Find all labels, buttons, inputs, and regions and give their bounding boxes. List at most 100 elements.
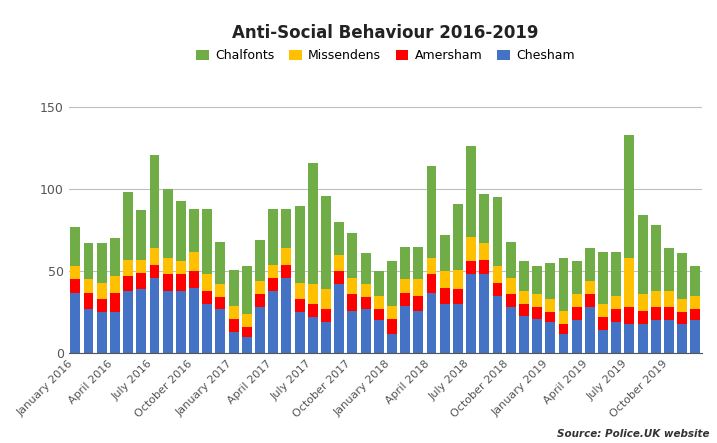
Text: Source: Police.UK website: Source: Police.UK website <box>557 428 710 439</box>
Bar <box>282 248 291 264</box>
Bar <box>295 299 305 312</box>
Bar <box>690 296 701 309</box>
Bar <box>387 319 397 334</box>
Bar <box>400 247 410 280</box>
Bar <box>493 266 503 283</box>
Bar <box>163 275 173 291</box>
Bar <box>598 330 608 353</box>
Bar <box>480 194 489 243</box>
Bar <box>440 271 450 288</box>
Bar <box>308 163 318 284</box>
Bar <box>321 322 331 353</box>
Bar <box>532 294 542 307</box>
Bar <box>150 278 159 353</box>
Bar <box>414 296 423 311</box>
Bar <box>308 304 318 317</box>
Bar <box>559 311 569 324</box>
Bar <box>427 275 437 292</box>
Bar <box>414 311 423 353</box>
Bar <box>176 275 186 291</box>
Bar <box>216 242 225 284</box>
Bar <box>466 275 476 353</box>
Bar <box>453 270 463 289</box>
Bar <box>559 258 569 311</box>
Bar <box>202 291 212 304</box>
Bar <box>334 255 344 271</box>
Bar <box>651 307 661 320</box>
Bar <box>97 299 107 312</box>
Bar <box>598 304 608 317</box>
Bar <box>374 309 384 320</box>
Bar <box>571 294 581 307</box>
Bar <box>466 147 476 237</box>
Bar <box>546 322 555 353</box>
Bar <box>625 324 635 353</box>
Bar <box>84 280 93 292</box>
Bar <box>427 258 437 275</box>
Bar <box>414 280 423 296</box>
Bar <box>427 292 437 353</box>
Bar <box>585 294 595 307</box>
Bar <box>546 299 555 312</box>
Bar <box>400 292 410 306</box>
Bar <box>202 275 212 291</box>
Bar <box>493 283 503 296</box>
Bar <box>308 284 318 304</box>
Bar <box>546 263 555 299</box>
Bar <box>493 197 503 266</box>
Bar <box>150 264 159 278</box>
Bar <box>678 324 687 353</box>
Bar <box>651 225 661 291</box>
Bar <box>242 314 252 327</box>
Bar <box>268 278 278 291</box>
Bar <box>268 291 278 353</box>
Bar <box>664 291 674 307</box>
Bar <box>361 298 371 309</box>
Bar <box>493 296 503 353</box>
Bar <box>123 192 133 260</box>
Bar <box>334 271 344 284</box>
Bar <box>229 332 239 353</box>
Bar <box>255 294 265 307</box>
Bar <box>348 278 357 294</box>
Bar <box>242 266 252 314</box>
Bar <box>70 227 80 266</box>
Bar <box>387 334 397 353</box>
Bar <box>163 291 173 353</box>
Bar <box>480 275 489 353</box>
Bar <box>400 280 410 292</box>
Bar <box>651 320 661 353</box>
Bar <box>295 312 305 353</box>
Bar <box>625 135 635 258</box>
Bar <box>598 252 608 304</box>
Bar <box>97 283 107 299</box>
Bar <box>189 209 199 252</box>
Bar <box>348 233 357 278</box>
Bar <box>612 322 621 353</box>
Bar <box>690 266 701 296</box>
Bar <box>519 315 529 353</box>
Bar <box>282 209 291 248</box>
Bar <box>678 299 687 312</box>
Bar <box>559 324 569 334</box>
Bar <box>216 298 225 309</box>
Bar <box>123 291 133 353</box>
Bar <box>678 253 687 299</box>
Bar <box>374 320 384 353</box>
Bar <box>519 261 529 291</box>
Bar <box>466 237 476 261</box>
Bar <box>348 294 357 311</box>
Bar <box>242 337 252 353</box>
Bar <box>189 252 199 271</box>
Bar <box>427 166 437 258</box>
Bar <box>136 289 146 353</box>
Bar <box>414 247 423 280</box>
Bar <box>176 201 186 261</box>
Bar <box>176 291 186 353</box>
Bar <box>110 238 120 276</box>
Bar <box>189 271 199 288</box>
Bar <box>546 312 555 322</box>
Bar <box>361 253 371 284</box>
Bar <box>110 312 120 353</box>
Bar <box>361 284 371 298</box>
